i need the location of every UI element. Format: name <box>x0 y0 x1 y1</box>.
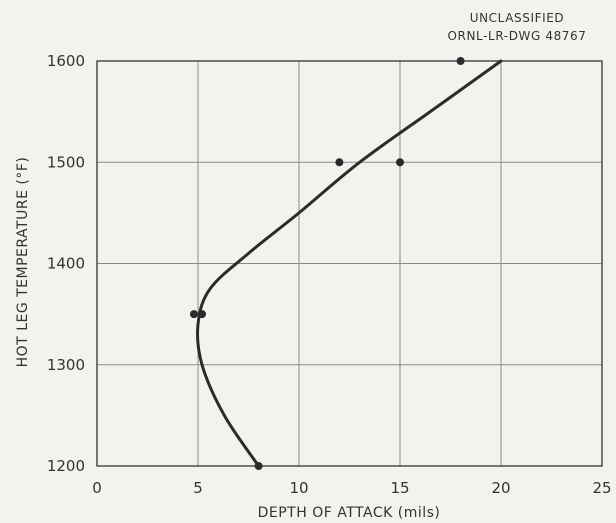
stamp-line-1: UNCLASSIFIED <box>470 11 565 25</box>
x-tick-labels: 0 5 10 15 20 25 <box>92 479 611 497</box>
data-point <box>456 57 465 65</box>
x-tick-label: 0 <box>92 479 102 497</box>
y-tick-labels: 1200 1300 1400 1500 1600 <box>47 52 85 475</box>
y-tick-label: 1200 <box>47 457 85 475</box>
y-tick-label: 1300 <box>47 356 85 374</box>
y-axis-title: HOT LEG TEMPERATURE (°F) <box>15 157 31 368</box>
x-tick-label: 25 <box>592 479 611 497</box>
classification-stamp: UNCLASSIFIED ORNL-LR-DWG 48767 <box>447 11 586 43</box>
data-point <box>189 310 198 319</box>
y-tick-label: 1400 <box>47 255 85 273</box>
plot-frame <box>96 60 603 467</box>
grid <box>96 60 603 467</box>
x-tick-label: 15 <box>390 479 409 497</box>
y-tick-label: 1600 <box>47 52 85 70</box>
x-tick-label: 20 <box>491 479 510 497</box>
stamp-line-2: ORNL-LR-DWG 48767 <box>447 29 586 43</box>
x-axis-title: DEPTH OF ATTACK (mils) <box>258 505 441 521</box>
data-point <box>198 310 207 319</box>
x-tick-label: 5 <box>193 479 203 497</box>
data-point <box>254 462 263 470</box>
fitted-curve <box>195 59 503 468</box>
y-tick-label: 1500 <box>47 153 85 171</box>
data-points <box>189 57 465 470</box>
x-tick-label: 10 <box>289 479 308 497</box>
data-point <box>335 158 344 167</box>
data-point <box>396 158 404 167</box>
